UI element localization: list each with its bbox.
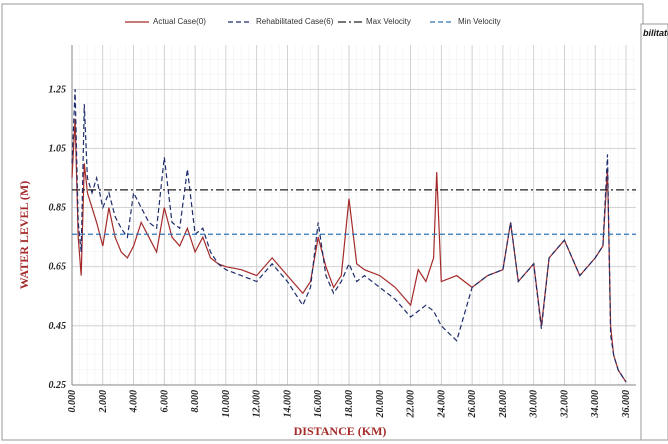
x-tick-label: 22.000 (406, 390, 417, 419)
x-tick-label: 10.000 (221, 390, 232, 418)
series-line (71, 89, 627, 383)
x-tick-label: 16.000 (313, 390, 324, 418)
x-tick-label: 14.000 (282, 390, 293, 418)
y-tick-label: 0.85 (49, 203, 67, 214)
minor-grid (72, 45, 636, 385)
y-tick-label: 0.25 (49, 380, 67, 391)
x-tick-label: 4.000 (129, 390, 140, 414)
y-axis-title: WATER LEVEL (M) (17, 181, 31, 289)
y-tick-label: 0.45 (49, 321, 67, 332)
x-tick-label: 20.000 (375, 390, 386, 419)
x-tick-label: 8.000 (190, 390, 201, 413)
x-tick-label: 34.000 (590, 390, 601, 419)
legend-label: Min Velocity (458, 17, 501, 26)
legend-label: Actual Case(0) (153, 17, 206, 26)
plot: 0.25 0.45 0.65 0.85 1.05 1.25 0.000 2.000 4.000 6… (49, 17, 636, 419)
x-axis-title: DISTANCE (KM) (294, 424, 387, 438)
side-panel-title: bilitate (643, 28, 668, 38)
legend-label: Rehabilitated Case(6) (256, 17, 334, 26)
x-tick-label: 2.000 (98, 390, 109, 414)
x-tick-label: 0.000 (67, 390, 78, 413)
y-tick-label: 1.05 (49, 143, 67, 154)
x-tick-label: 6.000 (159, 390, 170, 413)
x-tick-label: 18.000 (344, 390, 355, 418)
series-line (71, 118, 627, 383)
x-tick-label: 36.000 (621, 390, 632, 419)
side-panel (640, 23, 668, 441)
x-tick-label: 24.000 (436, 390, 447, 419)
y-tick-label: 0.65 (49, 262, 67, 273)
x-tick-label: 32.000 (559, 390, 570, 419)
legend-label: Max Velocity (366, 17, 411, 26)
x-tick-label: 12.000 (252, 390, 263, 418)
x-tick-label: 26.000 (467, 390, 478, 419)
x-tick-label: 28.000 (498, 390, 509, 419)
y-tick-label: 1.25 (49, 84, 67, 95)
x-tick-label: 30.000 (529, 390, 540, 419)
